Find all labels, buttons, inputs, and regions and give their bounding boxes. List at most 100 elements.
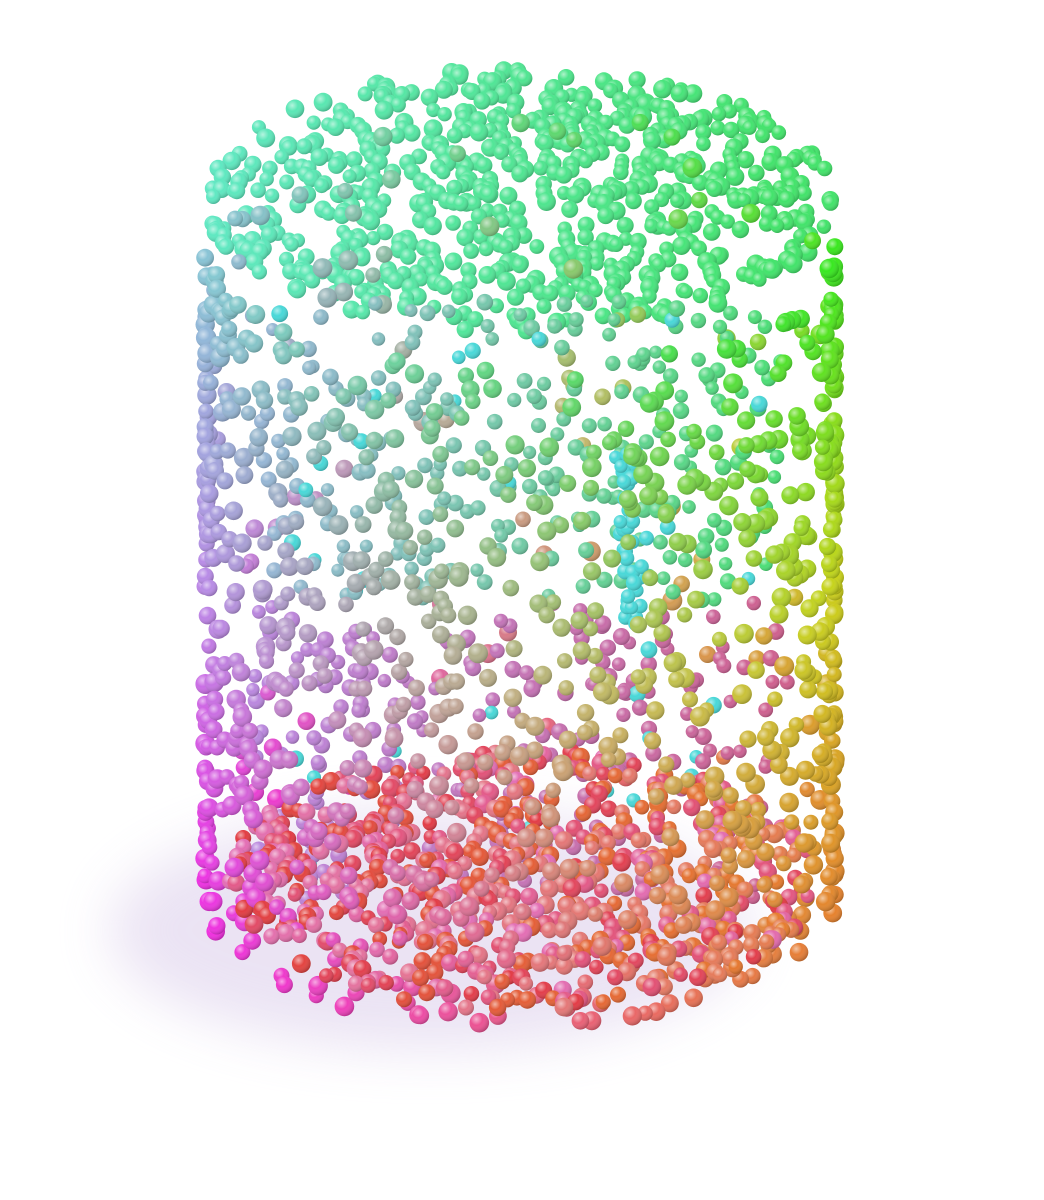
point-sphere-shading xyxy=(691,174,709,191)
point-sphere-shading xyxy=(244,334,264,353)
point-sphere-shading xyxy=(672,402,690,419)
point-sphere-shading xyxy=(609,237,624,252)
point-sphere-shading xyxy=(811,362,832,382)
point-sphere-shading xyxy=(786,847,802,863)
point-sphere-shading xyxy=(278,681,294,697)
point-sphere-shading xyxy=(814,393,831,410)
point-sphere-shading xyxy=(370,370,387,386)
point-sphere-shading xyxy=(274,323,293,342)
point-sphere-shading xyxy=(275,976,293,994)
point-sphere-shading xyxy=(402,540,418,556)
point-sphere-shading xyxy=(736,151,755,169)
point-sphere-shading xyxy=(695,541,712,558)
point-sphere-shading xyxy=(245,519,264,538)
point-sphere-shading xyxy=(321,772,341,791)
point-sphere-shading xyxy=(274,699,293,718)
point-sphere-shading xyxy=(310,778,327,795)
point-sphere-shading xyxy=(208,871,228,891)
point-sphere-shading xyxy=(467,311,484,328)
point-sphere-shading xyxy=(227,874,245,892)
point-sphere-shading xyxy=(339,760,356,776)
point-sphere-shading xyxy=(406,713,424,730)
point-sphere-shading xyxy=(678,284,693,299)
point-sphere-shading xyxy=(819,258,839,279)
point-sphere-shading xyxy=(209,505,226,522)
point-sphere-shading xyxy=(639,530,654,546)
point-sphere-shading xyxy=(722,810,743,831)
point-sphere-shading xyxy=(419,853,434,868)
point-sphere-shading xyxy=(203,892,223,912)
point-sphere-shading xyxy=(783,254,803,274)
point-sphere-shading xyxy=(731,577,749,595)
point-sphere-shading xyxy=(736,193,751,208)
point-sphere-shading xyxy=(352,728,373,748)
point-sphere-shading xyxy=(331,563,345,577)
point-sphere-shading xyxy=(425,403,444,421)
point-sphere-shading xyxy=(437,491,452,506)
point-sphere-shading xyxy=(288,281,307,299)
point-sphere-shading xyxy=(338,250,359,271)
point-sphere-shading xyxy=(248,669,263,683)
point-sphere-shading xyxy=(485,332,500,346)
point-sphere-shading xyxy=(513,308,527,322)
point-sphere-shading xyxy=(310,754,326,770)
point-sphere-shading xyxy=(282,426,302,447)
point-sphere-shading xyxy=(289,859,305,875)
point-sphere-shading xyxy=(693,559,713,580)
point-sphere-shading xyxy=(691,191,708,209)
point-sphere-shading xyxy=(613,164,629,181)
point-sphere-shading xyxy=(577,229,594,246)
point-sphere-shading xyxy=(749,333,767,351)
point-sphere-shading xyxy=(358,449,375,466)
point-sphere-shading xyxy=(616,707,631,723)
point-sphere-shading xyxy=(627,355,642,369)
point-sphere-shading xyxy=(794,833,814,853)
point-sphere-shading xyxy=(784,814,800,830)
point-sphere-shading xyxy=(605,355,621,371)
point-sphere-shading xyxy=(493,800,511,818)
point-sphere-shading xyxy=(695,887,713,904)
point-sphere-shading xyxy=(668,532,687,552)
point-sphere-shading xyxy=(686,423,702,440)
point-sphere-shading xyxy=(536,376,552,391)
point-sphere-shading xyxy=(554,339,570,356)
point-sphere-shading xyxy=(818,537,837,556)
point-sphere-shading xyxy=(445,437,462,454)
point-sphere-shading xyxy=(290,398,308,416)
point-sphere-shading xyxy=(510,214,528,232)
point-sphere-shading xyxy=(399,248,417,265)
point-sphere-shading xyxy=(723,121,740,139)
point-sphere-shading xyxy=(825,849,844,868)
point-sphere-shading xyxy=(388,352,406,371)
point-sphere-shading xyxy=(196,427,214,445)
point-sphere-shading xyxy=(522,478,538,495)
point-sphere-shading xyxy=(677,475,697,495)
point-sphere-shading xyxy=(705,900,726,921)
point-sphere-shading xyxy=(685,725,699,739)
point-sphere-shading xyxy=(221,399,241,419)
point-sphere-shading xyxy=(464,342,481,359)
point-sphere-shading xyxy=(690,312,707,329)
point-sphere-shading xyxy=(335,459,354,478)
point-sphere-shading xyxy=(742,120,757,135)
point-sphere-shading xyxy=(584,840,600,856)
point-sphere-shading xyxy=(814,439,831,455)
point-sphere-shading xyxy=(705,424,723,442)
point-sphere-shading xyxy=(562,879,582,898)
point-sphere-shading xyxy=(279,174,295,190)
point-sphere-shading xyxy=(390,848,406,864)
point-sphere-shading xyxy=(416,765,431,780)
point-sphere-shading xyxy=(765,674,780,689)
point-sphere-shading xyxy=(625,192,642,210)
point-sphere-shading xyxy=(822,194,839,211)
point-sphere-shading xyxy=(666,799,682,815)
point-sphere-shading xyxy=(234,944,251,961)
point-sphere-shading xyxy=(803,855,824,875)
point-sphere-shading xyxy=(766,891,783,908)
point-sphere-shading xyxy=(634,799,650,815)
point-sphere-shading xyxy=(390,97,406,113)
point-sphere-shading xyxy=(422,815,437,831)
point-sphere-shading xyxy=(714,458,732,476)
point-sphere-shading xyxy=(242,722,258,739)
point-sphere-shading xyxy=(765,410,783,428)
